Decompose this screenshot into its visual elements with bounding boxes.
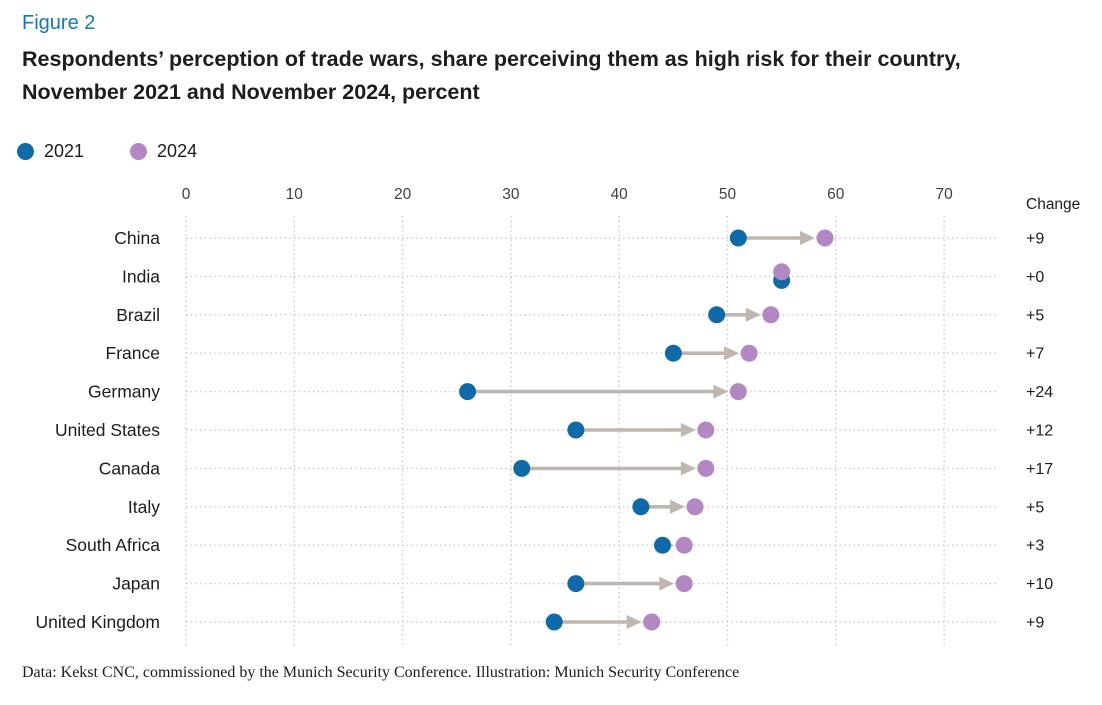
legend-label-2021: 2021 bbox=[44, 141, 85, 161]
change-arrow-head bbox=[670, 499, 686, 514]
change-arrow-head bbox=[799, 231, 815, 245]
x-tick-label-40: 40 bbox=[611, 186, 629, 203]
country-label: Japan bbox=[112, 574, 160, 594]
x-tick-label-10: 10 bbox=[286, 186, 304, 203]
country-label: South Africa bbox=[66, 535, 161, 555]
chart-row-france: France +7 bbox=[106, 343, 1045, 363]
change-value: +9 bbox=[1026, 615, 1044, 632]
change-arrow-head bbox=[680, 461, 696, 476]
legend-item-2021: 2021 bbox=[17, 141, 84, 162]
country-label: India bbox=[122, 266, 160, 286]
country-label: China bbox=[114, 228, 160, 248]
dot-2021 bbox=[459, 383, 477, 401]
dot-2024 bbox=[675, 575, 693, 593]
dot-2024 bbox=[643, 613, 661, 631]
change-value: +12 bbox=[1026, 423, 1053, 440]
dot-2024 bbox=[686, 498, 704, 516]
figure-title-line-1: Respondents’ perception of trade wars, s… bbox=[22, 47, 961, 71]
dot-2021 bbox=[513, 459, 531, 477]
country-label: Brazil bbox=[116, 305, 160, 325]
country-label: Germany bbox=[88, 382, 160, 402]
dot-2024 bbox=[816, 229, 834, 247]
change-column-header: Change bbox=[1026, 196, 1080, 213]
chart-row-china: China +9 bbox=[114, 228, 1044, 248]
x-tick-label-70: 70 bbox=[935, 186, 953, 203]
change-value: +10 bbox=[1026, 576, 1053, 593]
dot-2024 bbox=[773, 263, 791, 281]
dot-2024 bbox=[697, 421, 715, 439]
dot-2021 bbox=[729, 229, 747, 247]
chart-row-united-states: United States +12 bbox=[55, 420, 1053, 440]
country-label: United Kingdom bbox=[35, 612, 160, 632]
dot-2021 bbox=[708, 306, 726, 324]
country-label: Canada bbox=[99, 458, 161, 478]
chart-row-united-kingdom: United Kingdom +9 bbox=[35, 612, 1044, 632]
figure-title: Respondents’ perception of trade wars, s… bbox=[22, 43, 961, 109]
source-note: Data: Kekst CNC, commissioned by the Mun… bbox=[22, 664, 740, 681]
change-value: +3 bbox=[1026, 538, 1044, 555]
dot-2021 bbox=[567, 575, 585, 593]
x-tick-label-30: 30 bbox=[502, 186, 520, 203]
x-tick-label-60: 60 bbox=[827, 186, 845, 203]
change-value: +0 bbox=[1026, 269, 1044, 286]
figure-title-line-2: November 2021 and November 2024, percent bbox=[22, 80, 480, 104]
x-tick-label-20: 20 bbox=[394, 186, 412, 203]
change-arrow-head bbox=[659, 576, 675, 591]
change-value: +17 bbox=[1026, 461, 1053, 478]
change-arrow-head bbox=[626, 615, 642, 629]
chart-row-japan: Japan +10 bbox=[112, 574, 1053, 594]
x-tick-label-50: 50 bbox=[719, 186, 737, 203]
chart-row-italy: Italy +5 bbox=[128, 497, 1044, 517]
legend-item-2024: 2024 bbox=[130, 141, 197, 162]
chart-row-south-africa: South Africa +3 bbox=[66, 535, 1045, 555]
chart-row-india: India +0 bbox=[122, 263, 1044, 289]
country-label: United States bbox=[55, 420, 160, 440]
dot-2021 bbox=[632, 498, 650, 516]
country-label: Italy bbox=[128, 497, 160, 517]
change-arrow-head bbox=[745, 307, 761, 322]
dumbbell-chart: 0 10 20 30 40 50 60 70 Change China +9 India +0 Brazi… bbox=[35, 186, 1080, 647]
change-value: +24 bbox=[1026, 384, 1053, 401]
country-label: France bbox=[106, 343, 160, 363]
dot-2024 bbox=[697, 459, 715, 477]
dot-2024 bbox=[675, 536, 693, 554]
dot-2024 bbox=[762, 306, 780, 324]
change-arrow-head bbox=[724, 346, 740, 361]
chart-row-germany: Germany +24 bbox=[88, 382, 1053, 402]
legend-dot-2021-icon bbox=[17, 143, 34, 160]
chart-row-canada: Canada +17 bbox=[99, 458, 1054, 478]
dot-2021 bbox=[545, 613, 563, 631]
change-arrow-head bbox=[680, 423, 696, 437]
dot-2021 bbox=[664, 344, 682, 362]
change-value: +5 bbox=[1026, 307, 1044, 324]
dot-2021 bbox=[567, 421, 585, 439]
change-value: +7 bbox=[1026, 346, 1044, 363]
dot-2024 bbox=[740, 344, 758, 362]
x-tick-label-0: 0 bbox=[182, 186, 191, 203]
legend-dot-2024-icon bbox=[130, 143, 148, 160]
change-value: +9 bbox=[1026, 231, 1044, 248]
dot-2024 bbox=[729, 383, 747, 401]
chart-row-brazil: Brazil +5 bbox=[116, 305, 1044, 325]
change-value: +5 bbox=[1026, 499, 1044, 516]
change-arrow-head bbox=[713, 384, 729, 399]
figure-number-label: Figure 2 bbox=[22, 12, 96, 34]
chart-legend: 2021 2024 bbox=[17, 141, 197, 162]
legend-label-2024: 2024 bbox=[157, 141, 198, 161]
dot-2021 bbox=[654, 536, 672, 554]
